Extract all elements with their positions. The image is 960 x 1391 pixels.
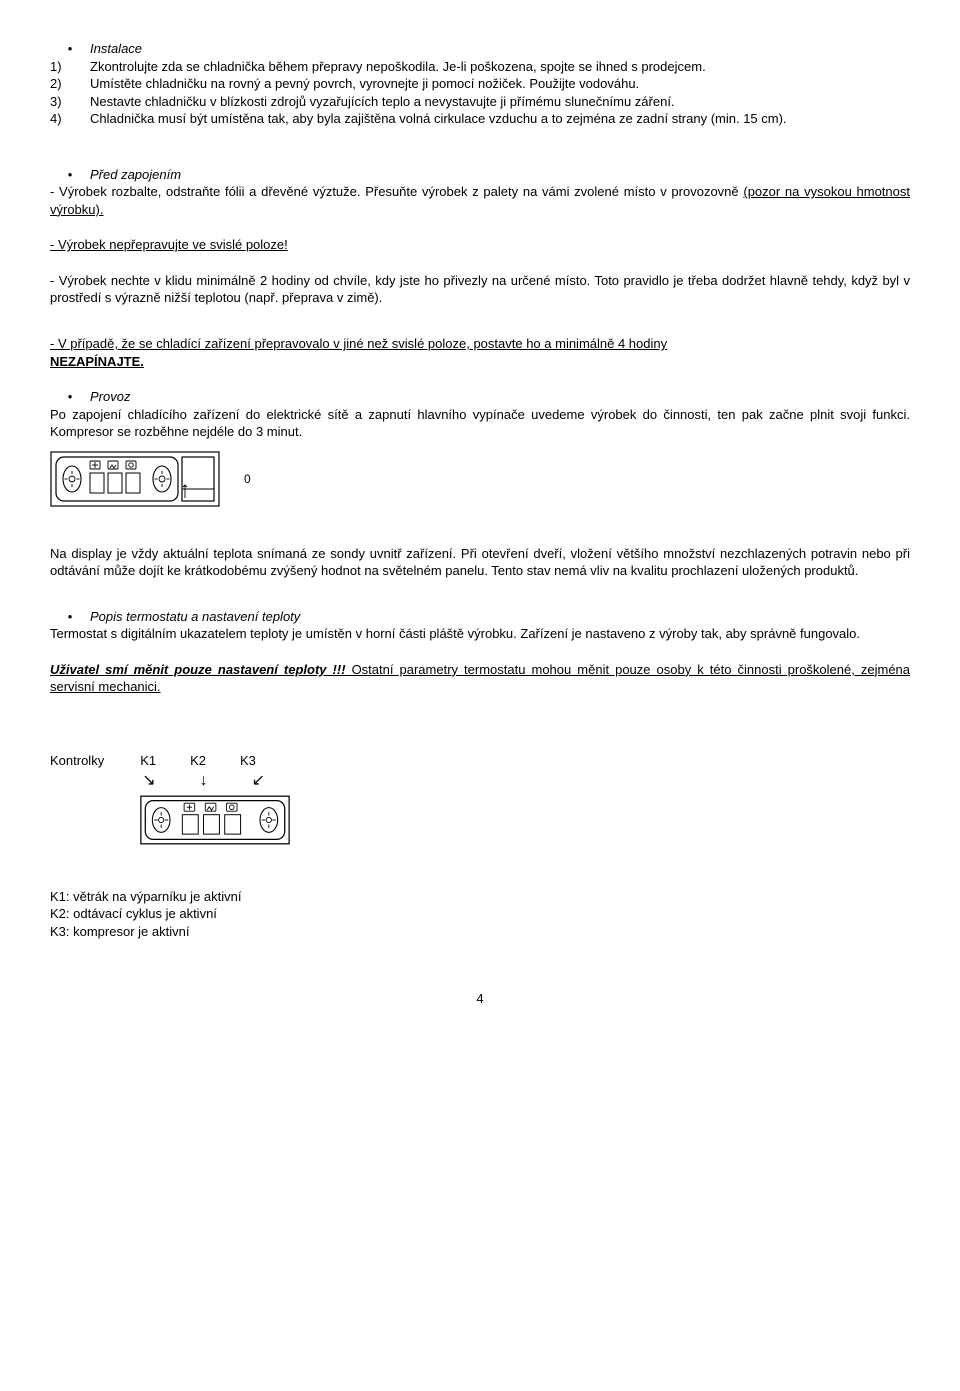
nezapinajte: NEZAPÍNAJTE. <box>50 354 144 369</box>
pred-p2: - Výrobek nepřepravujte ve svislé poloze… <box>50 236 910 254</box>
bullet-dot: • <box>50 166 90 184</box>
bullet-dot: • <box>50 608 90 626</box>
thermostat-panel-figure: 0 <box>50 451 910 507</box>
section-title: Provoz <box>90 389 130 404</box>
section-provoz-title: •Provoz <box>50 388 910 406</box>
provoz-p2: Na display je vždy aktuální teplota sním… <box>50 545 910 580</box>
section-title: Instalace <box>90 41 142 56</box>
page-number: 4 <box>50 990 910 1008</box>
k1-desc: K1: větrák na výparníku je aktivní <box>50 888 910 906</box>
arrow-down-left-icon: ↙ <box>252 770 265 792</box>
kontrolky-arrows: ↘ ↓ ↙ <box>140 770 265 792</box>
thermostat-panel-small-icon <box>140 795 290 845</box>
section-instalace-title: •Instalace <box>50 40 910 58</box>
k3-desc: K3: kompresor je aktivní <box>50 923 910 941</box>
instalace-item-1: 1)Zkontrolujte zda se chladnička během p… <box>50 58 910 76</box>
pred-p3: - Výrobek nechte v klidu minimálně 2 hod… <box>50 272 910 307</box>
list-number: 4) <box>50 110 90 128</box>
instalace-item-3: 3)Nestavte chladničku v blízkosti zdrojů… <box>50 93 910 111</box>
section-title: Popis termostatu a nastavení teploty <box>90 609 300 624</box>
panel-zero-label: 0 <box>244 471 251 487</box>
popis-p2: Uživatel smí měnit pouze nastavení teplo… <box>50 661 910 696</box>
list-text: Chladnička musí být umístěna tak, aby by… <box>90 111 787 126</box>
kontrolky-labels: K1 K2 K3 <box>140 752 256 770</box>
list-text: Nestavte chladničku v blízkosti zdrojů v… <box>90 94 675 109</box>
arrow-down-icon: ↓ <box>200 770 208 792</box>
list-number: 3) <box>50 93 90 111</box>
list-text: Umístěte chladničku na rovný a pevný pov… <box>90 76 639 91</box>
warning-bold: Uživatel smí měnit pouze nastavení teplo… <box>50 662 346 677</box>
k1-label: K1 <box>140 752 156 770</box>
list-number: 2) <box>50 75 90 93</box>
kontrolky-label: Kontrolky <box>50 752 104 770</box>
k2-desc: K2: odtávací cyklus je aktivní <box>50 905 910 923</box>
section-popis-termostatu-title: •Popis termostatu a nastavení teploty <box>50 608 910 626</box>
section-title: Před zapojením <box>90 167 181 182</box>
provoz-p1: Po zapojení chladícího zařízení do elekt… <box>50 406 910 441</box>
pred-p4: - V případě, že se chladící zařízení pře… <box>50 335 910 370</box>
pred-p1: - Výrobek rozbalte, odstraňte fólii a dř… <box>50 183 910 218</box>
list-number: 1) <box>50 58 90 76</box>
underlined-text: - V případě, že se chladící zařízení pře… <box>50 336 667 351</box>
kontrolky-block: Kontrolky K1 K2 K3 Kontrolky ↘ ↓ ↙ <box>50 752 910 850</box>
text: - Výrobek rozbalte, odstraňte fólii a dř… <box>50 184 743 199</box>
instalace-item-2: 2)Umístěte chladničku na rovný a pevný p… <box>50 75 910 93</box>
bullet-dot: • <box>50 388 90 406</box>
section-pred-zapojenim-title: •Před zapojením <box>50 166 910 184</box>
arrow-down-right-icon: ↘ <box>142 770 155 792</box>
popis-p1: Termostat s digitálním ukazatelem teplot… <box>50 625 910 643</box>
bullet-dot: • <box>50 40 90 58</box>
instalace-item-4: 4)Chladnička musí být umístěna tak, aby … <box>50 110 910 128</box>
k3-label: K3 <box>240 752 256 770</box>
list-text: Zkontrolujte zda se chladnička během pře… <box>90 59 706 74</box>
thermostat-panel-icon <box>50 451 220 507</box>
k2-label: K2 <box>190 752 206 770</box>
